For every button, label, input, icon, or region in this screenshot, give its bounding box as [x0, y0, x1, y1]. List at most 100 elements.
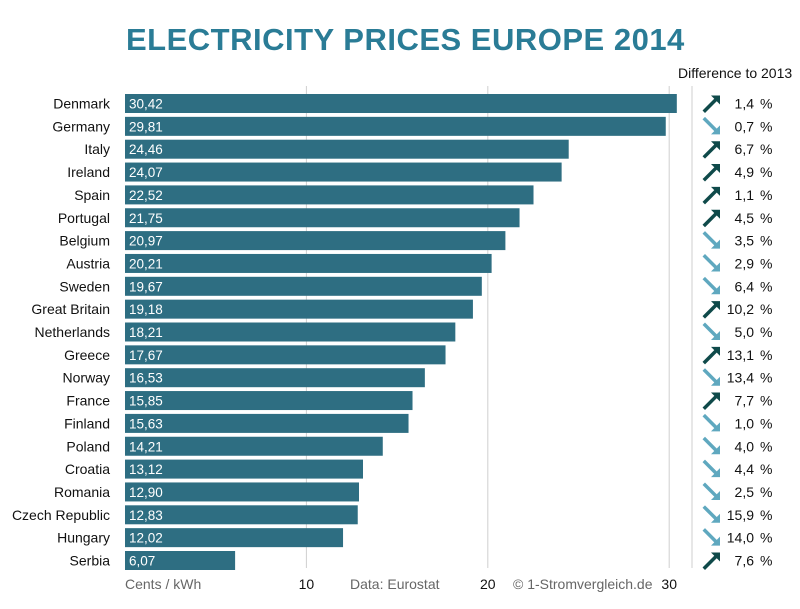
arrow-head — [711, 552, 720, 562]
difference-value: 7,7 — [735, 393, 755, 409]
bar — [125, 299, 473, 319]
difference-unit: % — [760, 347, 772, 363]
arrow-head — [711, 422, 720, 432]
category-label: Netherlands — [35, 324, 111, 340]
category-label: Germany — [52, 118, 110, 134]
bar — [125, 162, 562, 182]
difference-value: 4,5 — [735, 210, 755, 226]
category-label: Belgium — [59, 233, 110, 249]
labels: Denmark 30,42 Germany 29,81 Italy 24,46 Irelan… — [12, 96, 163, 569]
arrow-down-right-icon — [702, 505, 720, 523]
difference-column: 1,4 % 0,7 % 6,7 % 4,9 % 1,1 % 4,5 % 3,5 % 2,9 % 6,4 % 10,2… — [702, 95, 772, 570]
category-label: Czech Republic — [12, 507, 110, 523]
arrow-shaft — [702, 436, 719, 453]
bars — [125, 94, 677, 570]
difference-unit: % — [760, 484, 772, 500]
arrow-head — [711, 331, 720, 340]
bar-value-label: 17,67 — [129, 348, 163, 363]
difference-value: 14,0 — [727, 530, 754, 546]
axis-footer: Cents / kWh 10 20 30 Data: Eurostat © 1-Strom… — [125, 576, 677, 592]
category-label: Greece — [64, 347, 110, 363]
difference-value: 4,9 — [735, 164, 755, 180]
difference-unit: % — [760, 393, 772, 409]
category-label: France — [66, 393, 110, 409]
arrow-down-right-icon — [702, 253, 720, 272]
arrow-down-right-icon — [702, 368, 720, 386]
category-label: Ireland — [67, 164, 110, 180]
difference-value: 4,0 — [735, 438, 755, 454]
bar — [125, 253, 492, 273]
difference-unit: % — [760, 141, 772, 157]
difference-unit: % — [760, 118, 772, 134]
difference-header: Difference to 2013 — [678, 65, 793, 81]
arrow-shaft — [702, 253, 719, 270]
difference-unit: % — [760, 461, 772, 477]
difference-unit: % — [760, 278, 772, 294]
arrow-up-right-icon — [702, 164, 720, 182]
arrow-shaft — [702, 394, 719, 411]
bar — [125, 231, 506, 251]
category-label: Denmark — [53, 96, 111, 112]
bar-value-label: 13,12 — [129, 462, 163, 477]
bar — [125, 116, 666, 136]
arrow-down-right-icon — [702, 231, 720, 249]
arrow-down-right-icon — [702, 459, 720, 478]
difference-unit: % — [760, 187, 772, 203]
bar-value-label: 22,52 — [129, 188, 163, 203]
arrow-shaft — [702, 482, 719, 499]
difference-value: 6,4 — [735, 278, 755, 294]
bar — [125, 505, 358, 525]
bar-value-label: 18,21 — [129, 325, 163, 340]
arrow-head — [711, 513, 720, 523]
arrow-head — [711, 468, 720, 478]
difference-value: 4,4 — [735, 461, 755, 477]
difference-value: 15,9 — [727, 507, 754, 523]
bar-value-label: 30,42 — [129, 97, 163, 112]
bar-value-label: 14,21 — [129, 439, 163, 454]
arrow-shaft — [702, 368, 719, 385]
arrow-shaft — [702, 276, 719, 293]
category-label: Romania — [54, 484, 110, 500]
source-label: Data: Eurostat — [350, 576, 440, 592]
arrow-head — [711, 376, 720, 386]
difference-value: 10,2 — [727, 301, 754, 317]
arrow-head — [711, 164, 720, 174]
bar — [125, 345, 446, 365]
category-label: Spain — [74, 187, 110, 203]
bar — [125, 459, 363, 479]
difference-value: 2,9 — [735, 255, 755, 271]
category-label: Austria — [66, 255, 110, 271]
bar-value-label: 24,46 — [129, 142, 163, 157]
arrow-up-right-icon — [702, 209, 720, 228]
arrow-shaft — [702, 97, 719, 113]
bar-value-label: 6,07 — [129, 554, 155, 569]
bar — [125, 528, 344, 548]
arrow-head — [711, 186, 720, 196]
arrow-up-right-icon — [702, 186, 720, 205]
arrow-down-right-icon — [702, 413, 720, 432]
arrow-head — [711, 445, 720, 455]
arrow-shaft — [702, 554, 719, 570]
arrow-shaft — [702, 302, 719, 319]
category-label: Finland — [64, 415, 110, 431]
bar — [125, 322, 456, 342]
category-label: Hungary — [57, 530, 110, 546]
difference-value: 0,7 — [735, 118, 755, 134]
difference-value: 13,4 — [727, 370, 754, 386]
bar — [125, 368, 425, 388]
category-label: Sweden — [59, 278, 110, 294]
arrow-shaft — [702, 348, 719, 365]
arrow-head — [711, 490, 720, 500]
arrow-down-right-icon — [702, 482, 720, 500]
bar-value-label: 29,81 — [129, 119, 163, 134]
difference-unit: % — [760, 324, 772, 340]
category-label: Croatia — [65, 461, 110, 477]
bar — [125, 391, 413, 411]
bar-value-label: 12,83 — [129, 508, 163, 523]
category-label: Norway — [63, 370, 110, 386]
difference-unit: % — [760, 553, 772, 569]
arrow-shaft — [702, 505, 719, 522]
difference-value: 13,1 — [727, 347, 754, 363]
arrow-head — [711, 392, 720, 402]
difference-unit: % — [760, 255, 772, 271]
